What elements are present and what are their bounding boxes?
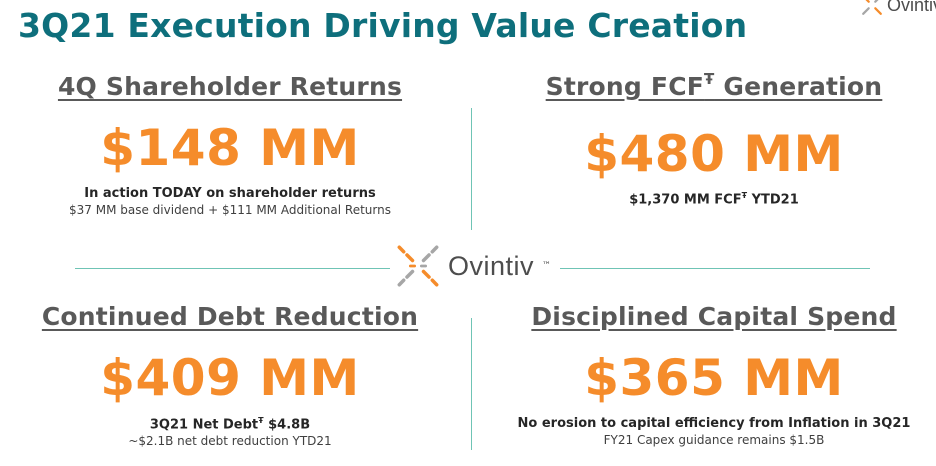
quadrant-capital-spend: Disciplined Capital Spend $365 MM No ero… xyxy=(494,302,934,447)
corner-logo: Ovintiv xyxy=(861,0,936,16)
quadrant-heading: 4Q Shareholder Returns xyxy=(57,72,403,101)
ovintiv-mark-icon xyxy=(862,0,882,15)
quadrant-heading: Disciplined Capital Spend xyxy=(531,302,897,331)
quadrant-value: $409 MM xyxy=(100,349,360,407)
quadrant-fcf-generation: Strong FCFŦ Generation $480 MM $1,370 MM… xyxy=(494,70,934,207)
quadrant-debt-reduction: Continued Debt Reduction $409 MM 3Q21 Ne… xyxy=(10,302,450,448)
horizontal-divider-left xyxy=(75,268,390,269)
corner-logo-wordmark: Ovintiv xyxy=(886,0,936,15)
detail-pre: 3Q21 Net Debt xyxy=(149,417,259,433)
quadrant-heading: Continued Debt Reduction xyxy=(41,302,419,331)
slide-title: 3Q21 Execution Driving Value Creation xyxy=(18,6,748,45)
vertical-divider-bottom xyxy=(471,318,472,450)
heading-superscript: Ŧ xyxy=(704,70,715,88)
quadrant-value: $480 MM xyxy=(584,125,844,183)
heading-main: Strong FCF xyxy=(545,72,705,101)
quadrant-detail: FY21 Capex guidance remains $1.5B xyxy=(603,433,825,447)
quadrant-heading: Strong FCFŦ Generation xyxy=(545,70,883,101)
detail-post: $4.8B xyxy=(263,417,311,433)
detail-superscript: Ŧ xyxy=(741,191,748,200)
horizontal-divider-right xyxy=(560,268,870,269)
detail-pre: $1,370 MM FCF xyxy=(629,192,742,208)
trademark-symbol: ™ xyxy=(542,261,552,271)
ovintiv-mark-icon xyxy=(397,245,439,287)
quadrant-detail-bold: In action TODAY on shareholder returns xyxy=(84,186,376,201)
quadrant-detail-bold: $1,370 MM FCFŦ YTD21 xyxy=(494,191,934,207)
quadrant-shareholder-returns: 4Q Shareholder Returns $148 MM In action… xyxy=(10,72,450,217)
quadrant-detail: ~$2.1B net debt reduction YTD21 xyxy=(128,434,332,449)
quadrant-detail: $37 MM base dividend + $111 MM Additiona… xyxy=(69,203,391,217)
quadrant-value: $365 MM xyxy=(584,349,844,407)
detail-post: YTD21 xyxy=(747,192,799,208)
quadrant-value: $148 MM xyxy=(100,119,360,177)
quadrant-detail-bold: No erosion to capital efficiency from In… xyxy=(517,416,911,431)
heading-rest: Generation xyxy=(714,72,883,101)
center-logo: Ovintiv ™ xyxy=(396,244,551,288)
detail-superscript: Ŧ xyxy=(258,416,264,425)
vertical-divider-top xyxy=(471,108,472,230)
quadrant-detail-bold: 3Q21 Net DebtŦ $4.8B xyxy=(10,416,450,432)
center-logo-wordmark: Ovintiv xyxy=(448,250,535,281)
